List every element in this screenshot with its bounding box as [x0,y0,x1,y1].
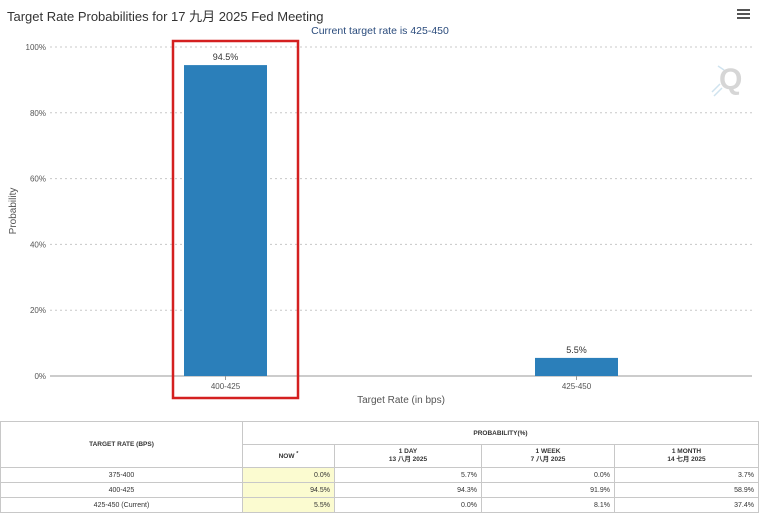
month-cell: 3.7% [614,467,759,483]
week-cell: 91.9% [481,482,615,498]
day-cell: 5.7% [334,467,482,483]
month-cell: 58.9% [614,482,759,498]
y-tick-label: 0% [34,372,46,381]
col-1month-date: 14 七月 2025 [667,456,706,463]
highlight-box [171,39,300,400]
bar-data-label: 94.5% [213,52,239,62]
table-row: 400-425 94.5% 94.3% 91.9% 58.9% [0,482,759,498]
col-now-label: NOW [278,453,295,461]
y-axis-title: Probability [8,188,19,235]
grid-lines [50,46,752,377]
bars [184,65,618,376]
y-tick-label: 100% [26,43,46,52]
col-now-marker: * [296,451,299,458]
table-row: 375-400 0.0% 5.7% 0.0% 3.7% [0,467,759,483]
y-tick-label: 40% [30,240,46,249]
day-cell: 94.3% [334,482,482,498]
col-1day-date: 13 八月 2025 [388,456,428,463]
y-tick-label: 80% [30,109,46,118]
week-cell: 0.0% [481,467,615,483]
month-cell: 37.4% [614,497,759,513]
col-1day-header: 1 DAY 13 八月 2025 [334,444,482,468]
bar-data-label: 5.5% [566,345,587,355]
y-axis-ticks: 0% 20% 40% 60% 80% 100% [26,43,46,381]
now-cell: 94.5% [242,482,335,498]
rate-cell: 375-400 [0,467,243,483]
probability-table: TARGET RATE (BPS) PROBABILITY(%) NOW * 1… [0,421,759,513]
col-1month-label: 1 MONTH [671,448,702,455]
x-tick-label: 400-425 [211,382,241,391]
col-1week-label: 1 WEEK [535,448,561,455]
col-now-header: NOW * [242,444,335,468]
rate-cell: 400-425 [0,482,243,498]
bar-data-labels: 94.5% 5.5% [213,52,587,355]
y-tick-label: 20% [30,306,46,315]
chart-title: Target Rate Probabilities for 17 九月 2025… [7,9,324,24]
day-cell: 0.0% [334,497,482,513]
col-1day-label: 1 DAY [398,448,418,455]
x-tick-label: 425-450 [562,382,592,391]
now-cell: 5.5% [242,497,335,513]
rate-cell: 425-450 (Current) [0,497,243,513]
col-1month-header: 1 MONTH 14 七月 2025 [614,444,759,468]
q-logo-watermark: Q [711,63,742,97]
col-1week-header: 1 WEEK 7 八月 2025 [481,444,615,468]
chart-area: Target Rate Probabilities for 17 九月 2025… [7,9,752,406]
bar[interactable] [535,357,618,376]
bar[interactable] [184,65,267,376]
x-axis-title: Target Rate (in bps) [357,395,445,406]
svg-text:Q: Q [719,63,742,96]
hamburger-menu-icon[interactable] [737,9,750,20]
week-cell: 8.1% [481,497,615,513]
target-rate-header: TARGET RATE (BPS) [0,421,243,468]
y-tick-label: 60% [30,175,46,184]
now-cell: 0.0% [242,467,335,483]
chart-subtitle: Current target rate is 425-450 [311,25,449,37]
table-row: 425-450 (Current) 5.5% 0.0% 8.1% 37.4% [0,497,759,513]
x-axis-ticks: 400-425 425-450 [211,376,592,391]
col-1week-date: 7 八月 2025 [530,456,566,463]
bar-chart: 0% 20% 40% 60% 80% 100% 94.5% 5.5% 400-425 425-… [8,39,752,406]
probability-header: PROBABILITY(%) [242,421,759,445]
